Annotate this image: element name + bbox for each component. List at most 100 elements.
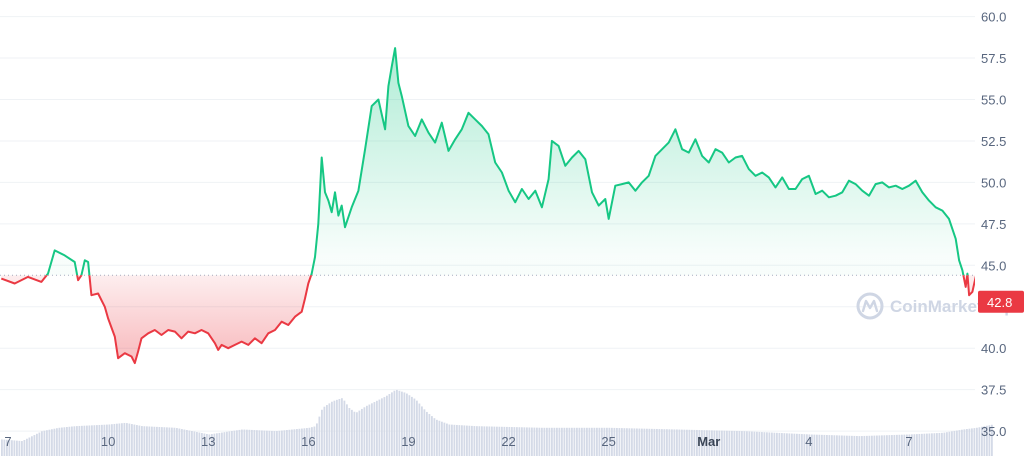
volume-bar [861, 436, 863, 456]
volume-bar [463, 425, 466, 456]
volume-bar [651, 428, 653, 456]
volume-bar [76, 426, 78, 456]
volume-bar [201, 433, 203, 456]
volume-bar [881, 435, 883, 456]
volume-bar [428, 414, 431, 456]
x-tick-label: 16 [301, 434, 315, 449]
volume-bar [621, 428, 623, 456]
volume-bar [121, 423, 123, 456]
volume-bar [301, 428, 303, 456]
volume-bar [386, 395, 388, 456]
volume-bar [256, 430, 258, 456]
volume-bar [726, 430, 728, 456]
volume-bar [751, 431, 753, 456]
volume-bar [481, 426, 483, 456]
volume-bar [8, 440, 11, 456]
volume-bar [948, 431, 951, 456]
volume-bar [308, 427, 311, 456]
volume-bar [66, 427, 68, 456]
volume-bar [128, 423, 131, 456]
volume-bar [81, 425, 83, 456]
volume-bar [766, 432, 768, 456]
volume-bar [491, 426, 493, 456]
y-tick-label: 60.0 [981, 10, 1006, 25]
y-axis-ticks: 60.057.555.052.550.047.545.042.540.037.5… [981, 10, 1006, 440]
volume-bar [798, 433, 801, 456]
volume-bar [408, 395, 411, 456]
volume-bar [808, 434, 811, 456]
x-tick-label: 25 [601, 434, 615, 449]
volume-bar [966, 429, 968, 456]
volume-bar [298, 428, 301, 456]
volume-bar [701, 430, 703, 456]
volume-bar [306, 428, 308, 456]
volume-bar [276, 431, 278, 456]
volume-bar [911, 434, 913, 456]
volume-bar [328, 403, 331, 456]
volume-bar [456, 424, 458, 456]
volume-bar [441, 421, 443, 456]
volume-bar [396, 389, 398, 456]
volume-bar [58, 427, 61, 456]
volume-bar [451, 424, 453, 456]
volume-bar [488, 426, 491, 456]
volume-bar [191, 431, 193, 456]
volume-bar [498, 426, 501, 456]
volume-bar [718, 430, 721, 456]
volume-bar [788, 433, 791, 456]
volume-bar [263, 430, 266, 456]
volume-bar [501, 426, 503, 456]
volume-bar [938, 432, 941, 456]
y-tick-label: 45.0 [981, 258, 1006, 273]
volume-bar [101, 424, 103, 456]
volume-bar [283, 430, 286, 456]
price-line-below-baseline [0, 275, 975, 365]
volume-bar [983, 426, 986, 456]
volume-bar [803, 434, 806, 456]
volume-bar [113, 423, 116, 456]
volume-bar [251, 429, 253, 456]
volume-bar [691, 429, 693, 456]
volume-bar [151, 426, 153, 456]
volume-bar [566, 427, 568, 456]
volume-bar [91, 425, 93, 456]
volume-bar [708, 430, 711, 456]
volume-bar [316, 423, 318, 456]
volume-bar [883, 435, 886, 456]
volume-bar [608, 427, 611, 456]
volume-bar [791, 433, 793, 456]
volume-bar [713, 430, 716, 456]
volume-bar [806, 434, 808, 456]
volume-bar [406, 393, 408, 456]
volume-bar [173, 427, 176, 456]
volume-bar [373, 402, 376, 456]
volume-bar [601, 427, 603, 456]
y-tick-label: 47.5 [981, 217, 1006, 232]
volume-bar [728, 430, 731, 456]
volume-bar [746, 431, 748, 456]
volume-bar [356, 412, 358, 456]
volume-bar [871, 435, 873, 456]
x-tick-label: 7 [905, 434, 912, 449]
volume-bar [363, 407, 366, 456]
volume-bar [796, 433, 798, 456]
volume-bar [843, 435, 846, 456]
volume-bar [506, 426, 508, 456]
volume-bar [163, 427, 166, 456]
volume-bar [258, 430, 261, 456]
volume-bar [536, 427, 538, 456]
volume-bar [573, 427, 576, 456]
volume-bar [836, 435, 838, 456]
volume-bar [628, 428, 631, 456]
volume-bar [666, 429, 668, 456]
volume-bar [613, 427, 616, 456]
volume-bar [148, 426, 151, 456]
volume-bar [558, 427, 561, 456]
volume-bar [13, 440, 16, 456]
volume-bar [106, 424, 108, 456]
volume-bar [668, 429, 671, 456]
volume-bar [161, 427, 163, 456]
volume-bar [331, 401, 333, 456]
volume-bar [963, 429, 966, 456]
